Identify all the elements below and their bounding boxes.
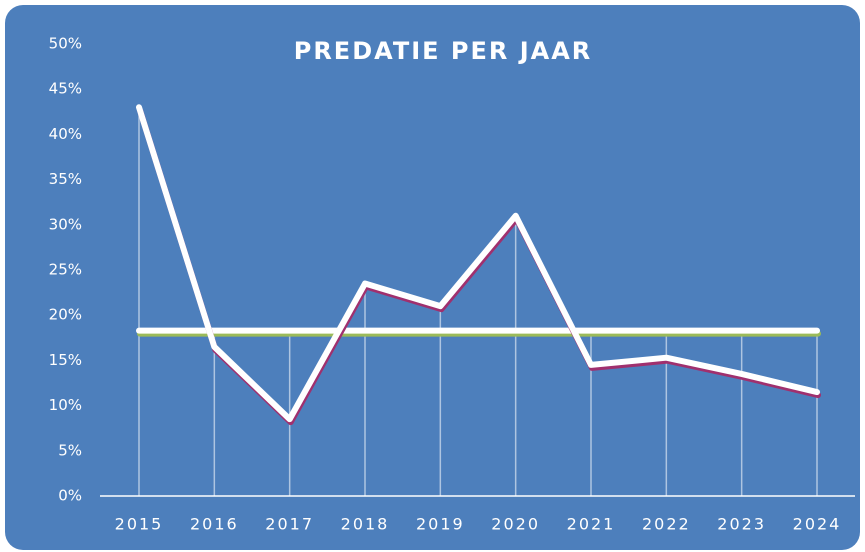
y-tick-label: 10% — [49, 396, 82, 414]
y-tick-label: 35% — [49, 170, 82, 188]
x-tick-label: 2018 — [341, 515, 390, 534]
x-tick-label: 2019 — [416, 515, 465, 534]
y-tick-label: 0% — [58, 487, 82, 505]
y-tick-label: 5% — [58, 441, 82, 459]
x-tick-label: 2016 — [190, 515, 239, 534]
y-tick-label: 15% — [49, 351, 82, 369]
x-tick-label: 2020 — [491, 515, 540, 534]
x-tick-label: 2023 — [717, 515, 766, 534]
y-tick-label: 30% — [49, 215, 82, 233]
series-line — [136, 104, 820, 423]
chart-title: PREDATIE PER JAAR — [294, 37, 593, 65]
chart-background — [5, 5, 860, 550]
x-tick-label: 2015 — [115, 515, 164, 534]
x-tick-label: 2024 — [793, 515, 842, 534]
x-tick-label: 2021 — [567, 515, 616, 534]
x-tick-label: 2022 — [642, 515, 691, 534]
x-tick-label: 2017 — [265, 515, 314, 534]
y-tick-label: 40% — [49, 125, 82, 143]
y-tick-label: 45% — [49, 80, 82, 98]
y-tick-label: 25% — [49, 261, 82, 279]
y-tick-label: 50% — [49, 35, 82, 53]
y-tick-label: 20% — [49, 306, 82, 324]
